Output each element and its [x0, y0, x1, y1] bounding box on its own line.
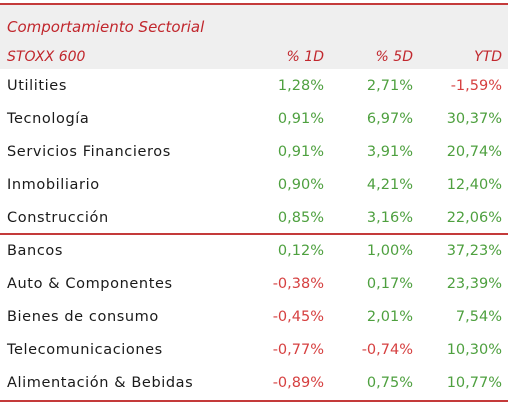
- change-ytd: 20,74%: [446, 144, 502, 160]
- change-ytd: 37,23%: [446, 243, 502, 259]
- change-ytd: 10,77%: [446, 375, 502, 391]
- table-row: Bancos 0,12% 1,00% 37,23%: [0, 235, 508, 268]
- change-5d: 0,17%: [366, 276, 413, 292]
- change-5d: 4,21%: [366, 177, 413, 193]
- header-ytd: YTD: [474, 49, 502, 65]
- sector-name: Utilities: [7, 78, 67, 94]
- change-1d: 0,90%: [277, 177, 324, 193]
- change-1d: 0,85%: [277, 210, 324, 226]
- change-1d: 1,28%: [277, 78, 324, 94]
- table-header: Comportamiento Sectorial STOXX 600 % 1D …: [0, 5, 508, 69]
- header-5d: % 5D: [375, 49, 413, 65]
- change-ytd: 30,37%: [446, 111, 502, 127]
- change-ytd: 23,39%: [446, 276, 502, 292]
- table-row: Servicios Financieros 0,91% 3,91% 20,74%: [0, 136, 508, 169]
- change-5d: -0,74%: [361, 342, 413, 358]
- sector-name: Auto & Componentes: [7, 276, 173, 292]
- change-5d: 3,16%: [366, 210, 413, 226]
- change-1d: 0,91%: [277, 144, 324, 160]
- table-row: Utilities 1,28% 2,71% -1,59%: [0, 70, 508, 103]
- change-ytd: -1,59%: [450, 78, 502, 94]
- table-row: Construcción 0,85% 3,16% 22,06%: [0, 202, 508, 235]
- change-5d: 1,00%: [366, 243, 413, 259]
- table-title: Comportamiento Sectorial: [7, 18, 205, 36]
- change-1d: -0,45%: [272, 309, 324, 325]
- bottom-border: [0, 400, 508, 402]
- top-border: [0, 3, 508, 5]
- table-row: Bienes de consumo -0,45% 2,01% 7,54%: [0, 301, 508, 334]
- column-headers: STOXX 600 % 1D % 5D YTD: [0, 49, 508, 69]
- change-1d: -0,89%: [272, 375, 324, 391]
- table-row: Auto & Componentes -0,38% 0,17% 23,39%: [0, 268, 508, 301]
- sector-name: Bienes de consumo: [7, 309, 159, 325]
- change-ytd: 12,40%: [446, 177, 502, 193]
- table-body: Utilities 1,28% 2,71% -1,59% Tecnología 0,91%…: [0, 70, 508, 400]
- change-1d: -0,38%: [272, 276, 324, 292]
- sector-name: Tecnología: [7, 111, 90, 127]
- change-5d: 0,75%: [366, 375, 413, 391]
- table-row: Inmobiliario 0,90% 4,21% 12,40%: [0, 169, 508, 202]
- change-5d: 2,71%: [366, 78, 413, 94]
- sector-name: Construcción: [7, 210, 109, 226]
- table-row: Tecnología 0,91% 6,97% 30,37%: [0, 103, 508, 136]
- change-1d: -0,77%: [272, 342, 324, 358]
- sector-name: Bancos: [7, 243, 64, 259]
- change-1d: 0,91%: [277, 111, 324, 127]
- change-ytd: 10,30%: [446, 342, 502, 358]
- table-row: Alimentación & Bebidas -0,89% 0,75% 10,77%: [0, 367, 508, 400]
- group-divider: [0, 233, 508, 235]
- sector-name: Alimentación & Bebidas: [7, 375, 194, 391]
- change-5d: 6,97%: [366, 111, 413, 127]
- sector-name: Telecomunicaciones: [7, 342, 163, 358]
- table-row: Telecomunicaciones -0,77% -0,74% 10,30%: [0, 334, 508, 367]
- change-5d: 3,91%: [366, 144, 413, 160]
- header-index: STOXX 600: [7, 49, 86, 65]
- change-ytd: 22,06%: [446, 210, 502, 226]
- change-ytd: 7,54%: [455, 309, 502, 325]
- sector-name: Inmobiliario: [7, 177, 100, 193]
- header-1d: % 1D: [286, 49, 324, 65]
- change-5d: 2,01%: [366, 309, 413, 325]
- change-1d: 0,12%: [277, 243, 324, 259]
- sector-name: Servicios Financieros: [7, 144, 171, 160]
